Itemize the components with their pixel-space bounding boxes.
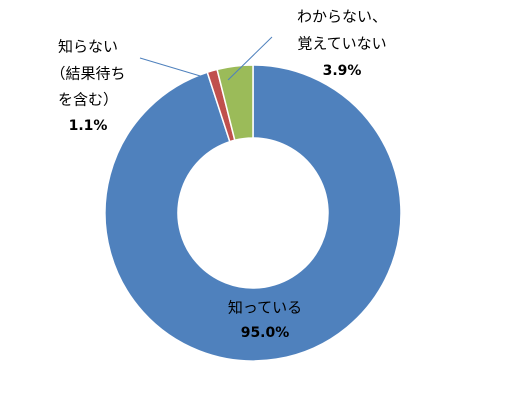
category-label: わからない、 <box>297 8 387 26</box>
category-label: を含む） <box>58 91 118 109</box>
value-label: 1.1% <box>69 118 108 134</box>
category-label: 知っている <box>228 299 302 317</box>
donut-segment <box>216 64 254 142</box>
value-label: 95.0% <box>241 325 290 341</box>
category-label: （結果待ち <box>50 65 125 83</box>
value-label: 3.9% <box>323 63 362 79</box>
category-label: 知らない <box>58 38 118 56</box>
leader-line <box>139 57 208 79</box>
donut-segment <box>104 64 402 362</box>
leader-line <box>227 36 273 81</box>
category-label: 覚えていない <box>297 35 386 53</box>
